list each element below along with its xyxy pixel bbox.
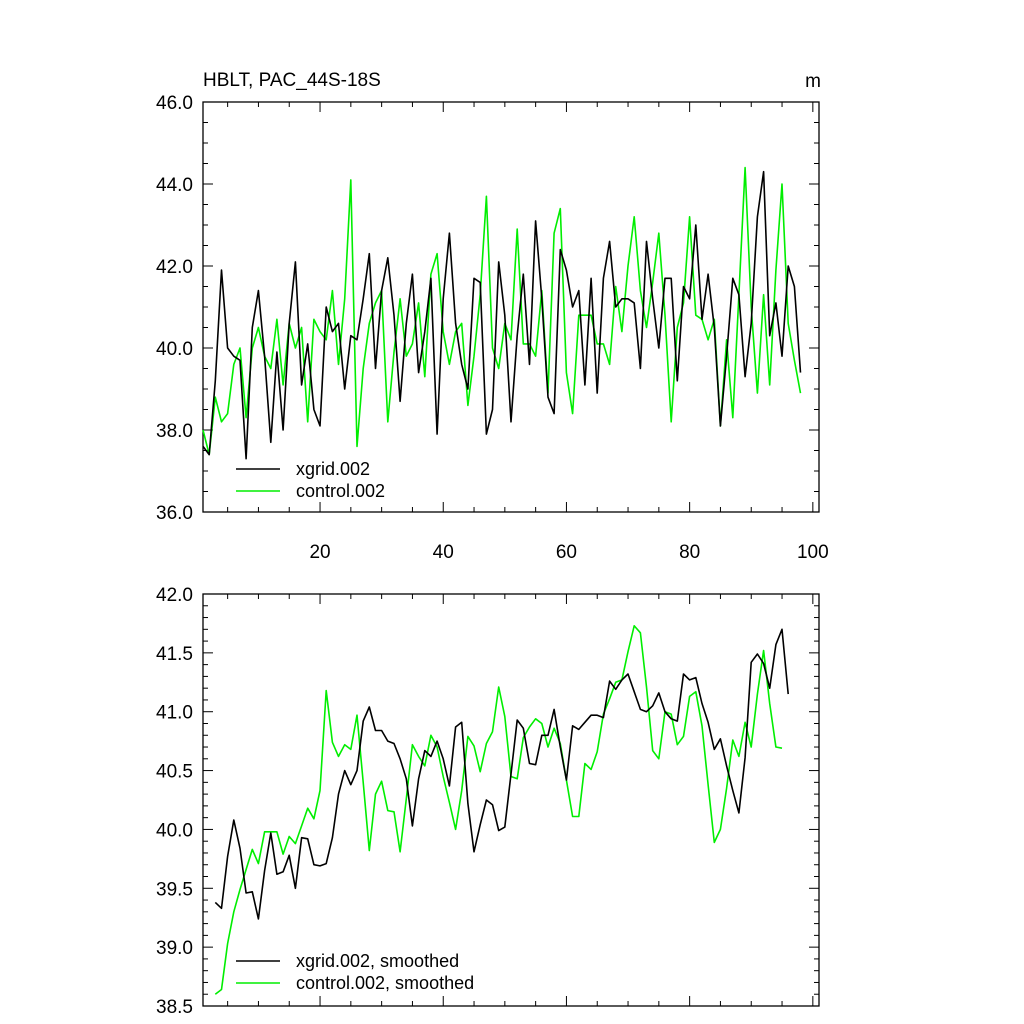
- top-x-tick-label: 40: [433, 542, 454, 563]
- top-series-line-control: [202, 166, 802, 456]
- top-series-line-xgrid: [202, 170, 802, 460]
- bottom-y-tick-label: 40.5: [156, 762, 193, 783]
- bottom-y-tick-label: 42.0: [156, 585, 193, 606]
- top-y-tick-label: 42.0: [156, 257, 193, 278]
- bottom-legend-label-xgrid: xgrid.002, smoothed: [296, 951, 459, 971]
- bottom-plot-frame: [202, 593, 820, 1007]
- bottom-y-tick-label: 39.0: [156, 938, 193, 959]
- top-legend-label-control: control.002: [296, 481, 385, 501]
- bottom-ticks: [203, 593, 819, 1007]
- top-units-label: m: [805, 71, 821, 92]
- top-x-tick-label: 100: [797, 542, 829, 563]
- top-ticks: [203, 101, 819, 513]
- bottom-legend: xgrid.002, smoothed control.002, smoothe…: [236, 951, 474, 993]
- bottom-legend-label-control: control.002, smoothed: [296, 973, 474, 993]
- bottom-y-tick-label: 41.0: [156, 703, 193, 724]
- top-x-tick-labels: 20 40 60 80 100: [309, 542, 828, 563]
- top-y-tick-label: 44.0: [156, 175, 193, 196]
- top-y-tick-label: 36.0: [156, 503, 193, 524]
- top-series-lines: [202, 166, 802, 460]
- bottom-panel: 38.5 39.0 39.5 40.0 40.5 41.0 41.5 42.0 xgrid.0…: [156, 585, 820, 1018]
- top-plot-frame: [202, 101, 820, 513]
- bottom-y-tick-label: 41.5: [156, 644, 193, 665]
- top-chart-title: HBLT, PAC_44S-18S: [203, 70, 381, 91]
- bottom-series-lines: [214, 624, 789, 995]
- top-y-tick-label: 46.0: [156, 93, 193, 114]
- top-panel: HBLT, PAC_44S-18S m 36.0 38.0 40.0 42.0 44.0…: [156, 70, 829, 563]
- bottom-y-tick-labels: 38.5 39.0 39.5 40.0 40.5 41.0 41.5 42.0: [156, 585, 193, 1018]
- bottom-y-tick-label: 40.0: [156, 820, 193, 841]
- top-legend-label-xgrid: xgrid.002: [296, 459, 370, 479]
- top-x-tick-label: 80: [679, 542, 700, 563]
- top-x-tick-label: 20: [309, 542, 330, 563]
- top-y-tick-label: 38.0: [156, 421, 193, 442]
- bottom-series-line-control: [214, 624, 783, 995]
- bottom-y-tick-label: 39.5: [156, 879, 193, 900]
- top-y-tick-labels: 36.0 38.0 40.0 42.0 44.0 46.0: [156, 93, 193, 524]
- top-legend: xgrid.002 control.002: [236, 459, 385, 501]
- bottom-series-line-xgrid: [214, 628, 789, 920]
- bottom-y-tick-label: 38.5: [156, 997, 193, 1018]
- top-y-tick-label: 40.0: [156, 339, 193, 360]
- top-x-tick-label: 60: [556, 542, 577, 563]
